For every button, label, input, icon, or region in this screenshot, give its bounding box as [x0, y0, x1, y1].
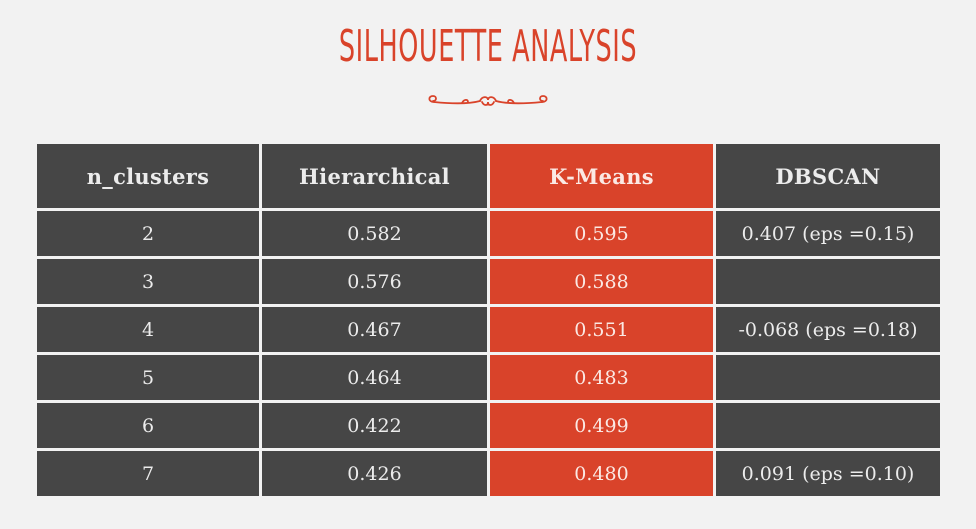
- cell-dbscan: 0.091 (eps =0.10): [716, 451, 940, 496]
- cell-k-means: 0.551: [490, 307, 713, 352]
- cell-dbscan: [716, 355, 940, 400]
- table-row: 7 0.426 0.480 0.091 (eps =0.10): [37, 451, 940, 496]
- table-row: 5 0.464 0.483: [37, 355, 940, 400]
- cell-hierarchical: 0.426: [262, 451, 487, 496]
- cell-n-clusters: 4: [37, 307, 259, 352]
- cell-k-means: 0.499: [490, 403, 713, 448]
- cell-k-means: 0.588: [490, 259, 713, 304]
- header-n-clusters: n_clusters: [37, 144, 259, 208]
- table-header-row: n_clusters Hierarchical K-Means DBSCAN: [37, 144, 940, 208]
- cell-dbscan: 0.407 (eps =0.15): [716, 211, 940, 256]
- cell-k-means: 0.595: [490, 211, 713, 256]
- cell-n-clusters: 7: [37, 451, 259, 496]
- cell-hierarchical: 0.582: [262, 211, 487, 256]
- table-row: 4 0.467 0.551 -0.068 (eps =0.18): [37, 307, 940, 352]
- page-title: Silhouette Analysis: [338, 21, 638, 72]
- cell-k-means: 0.480: [490, 451, 713, 496]
- cell-hierarchical: 0.576: [262, 259, 487, 304]
- table-row: 2 0.582 0.595 0.407 (eps =0.15): [37, 211, 940, 256]
- cell-dbscan: [716, 259, 940, 304]
- table-row: 6 0.422 0.499: [37, 403, 940, 448]
- cell-n-clusters: 6: [37, 403, 259, 448]
- cell-hierarchical: 0.422: [262, 403, 487, 448]
- cell-dbscan: -0.068 (eps =0.18): [716, 307, 940, 352]
- cell-n-clusters: 3: [37, 259, 259, 304]
- cell-n-clusters: 2: [37, 211, 259, 256]
- table-row: 3 0.576 0.588: [37, 259, 940, 304]
- cell-hierarchical: 0.464: [262, 355, 487, 400]
- header-dbscan: DBSCAN: [716, 144, 940, 208]
- cell-k-means: 0.483: [490, 355, 713, 400]
- header-hierarchical: Hierarchical: [262, 144, 487, 208]
- header-k-means: K-Means: [490, 144, 713, 208]
- cell-hierarchical: 0.467: [262, 307, 487, 352]
- cell-n-clusters: 5: [37, 355, 259, 400]
- silhouette-table: n_clusters Hierarchical K-Means DBSCAN 2…: [34, 141, 943, 499]
- cell-dbscan: [716, 403, 940, 448]
- scroll-divider-icon: [428, 95, 548, 106]
